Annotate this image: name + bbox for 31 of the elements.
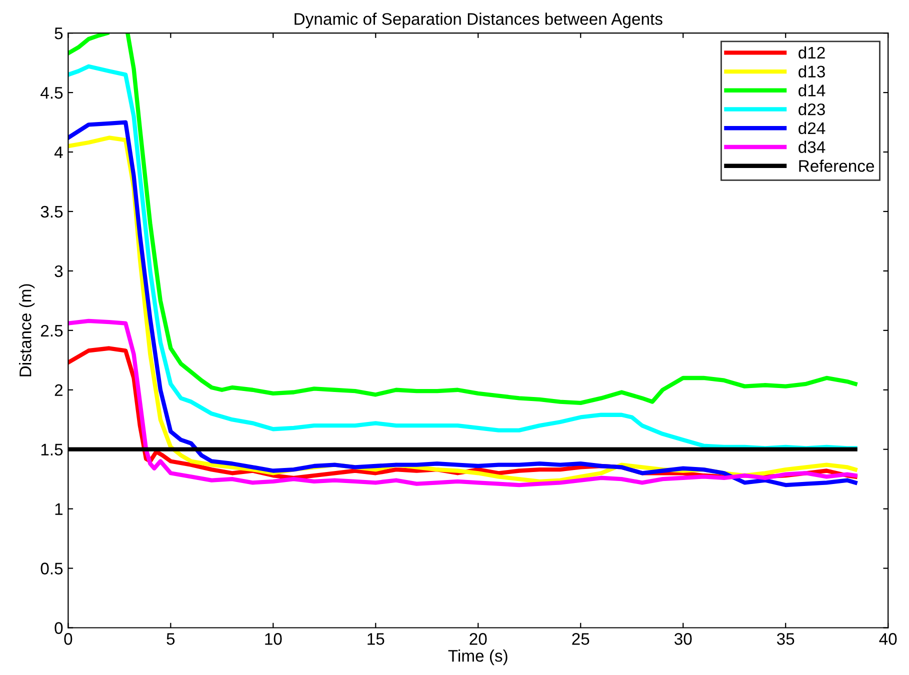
x-tick-label: 25 [572, 633, 590, 645]
legend-label: d23 [798, 103, 825, 116]
x-tick-label: 15 [368, 633, 384, 645]
legend-label: d34 [798, 140, 826, 153]
x-tick-label: 0 [64, 633, 72, 645]
legend-label: d12 [798, 46, 825, 59]
y-tick-label: 5 [54, 28, 63, 40]
legend-label: d13 [798, 65, 825, 78]
line-series [68, 318, 858, 488]
y-tick-label: 1.5 [41, 444, 63, 456]
y-tick-label: 0 [54, 622, 63, 634]
x-tick-label: 30 [674, 633, 692, 645]
x-tick-label: 5 [166, 633, 175, 645]
chart-title: Dynamic of Separation Distances between Agents [294, 12, 662, 28]
y-tick-label: 2.5 [40, 324, 63, 337]
x-tick-label: 10 [265, 633, 282, 645]
legend-label: d24 [798, 122, 826, 134]
x-tick-label: 40 [879, 633, 897, 645]
y-tick-label: 2 [54, 384, 62, 396]
x-tick-label: 35 [776, 633, 794, 645]
y-tick-label: 3 [54, 265, 63, 278]
x-tick-label: 20 [470, 633, 487, 645]
y-axis-title: Distance (m) [19, 284, 35, 376]
y-tick-label: 3.5 [40, 206, 63, 218]
y-tick-label: 4 [54, 146, 63, 158]
y-tick-label: 1 [55, 503, 62, 515]
legend-label: Reference [799, 160, 874, 172]
legend-label: d14 [798, 84, 826, 96]
y-tick-label: 4.5 [40, 87, 63, 99]
y-tick-label: 0.5 [40, 562, 63, 574]
x-axis-title: Time (s) [448, 650, 508, 666]
